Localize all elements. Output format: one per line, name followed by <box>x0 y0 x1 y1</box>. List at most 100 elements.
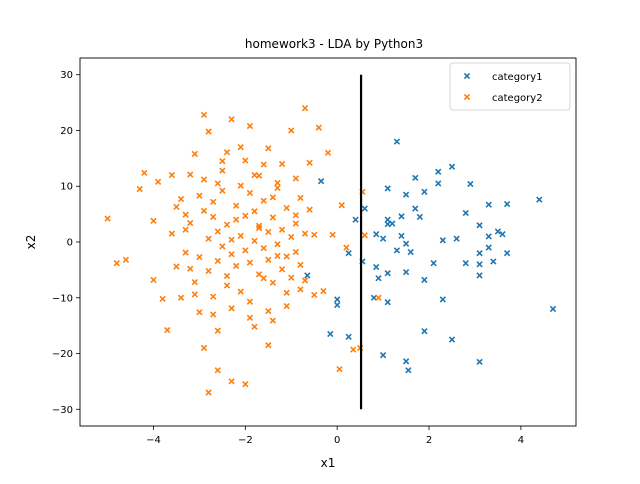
category2-point <box>168 171 176 179</box>
category1-point <box>334 301 341 309</box>
legend: category1 category2 <box>449 62 571 111</box>
category2-point <box>246 122 254 130</box>
x-axis-label: x1 <box>321 456 336 470</box>
category2-point <box>205 389 212 396</box>
category2-point <box>301 105 309 112</box>
category2-point <box>223 282 231 289</box>
category1-point <box>361 205 368 212</box>
category2-point <box>182 226 189 233</box>
category1-point <box>327 330 334 338</box>
chart-title: homework3 - LDA by Python3 <box>245 37 423 51</box>
category2-point <box>191 150 198 158</box>
category2-point <box>274 241 281 248</box>
category1-point <box>494 228 502 235</box>
legend-marker-category1 <box>463 72 471 80</box>
category1-point <box>421 276 428 284</box>
category2-point <box>237 288 244 295</box>
category1-point <box>393 138 401 145</box>
category2-point <box>200 111 208 119</box>
plot-area <box>104 74 557 410</box>
category2-point <box>269 279 277 286</box>
category1-point <box>352 216 359 223</box>
category2-point <box>154 178 162 185</box>
category2-point <box>320 287 327 295</box>
category2-point <box>278 160 286 168</box>
y-axis-label: x2 <box>24 235 38 250</box>
category1-point <box>375 275 382 282</box>
category1-point <box>503 200 511 208</box>
category2-point <box>350 346 357 353</box>
category2-point <box>205 128 212 135</box>
category2-point <box>205 235 212 242</box>
category2-point <box>251 323 258 330</box>
category1-point <box>384 299 391 306</box>
category2-point <box>324 149 332 156</box>
x-tick-label: 0 <box>334 435 340 446</box>
category1-point <box>402 191 410 198</box>
category2-point <box>297 261 304 269</box>
category1-point <box>402 358 410 365</box>
category2-point <box>265 341 272 349</box>
category1-point <box>317 178 325 185</box>
category2-point <box>214 327 221 334</box>
category1-point <box>476 261 483 268</box>
category2-point <box>150 276 157 284</box>
category2-point <box>196 253 203 261</box>
category2-point <box>260 161 267 168</box>
category2-point <box>237 232 244 240</box>
category1-point <box>476 249 483 257</box>
category2-point <box>315 124 322 131</box>
category1-point <box>462 260 469 267</box>
category1-point <box>379 352 387 359</box>
category1-point <box>405 367 412 374</box>
category2-point <box>113 260 120 267</box>
legend-label-category1: category1 <box>492 72 543 83</box>
category2-point <box>232 216 240 223</box>
category1-point <box>398 213 405 220</box>
category2-point <box>136 185 143 193</box>
category2-point <box>265 228 272 236</box>
series-category1 <box>304 138 557 374</box>
legend-box <box>449 62 571 111</box>
category2-point <box>311 231 318 238</box>
category2-point <box>283 289 290 296</box>
category2-point <box>283 253 290 260</box>
x-tick-label: 2 <box>426 435 432 446</box>
category2-point <box>265 256 272 264</box>
category2-point <box>292 248 300 256</box>
category2-point <box>159 295 166 303</box>
y-tick-label: 20 <box>60 126 73 137</box>
category2-point <box>228 378 235 385</box>
category2-point <box>228 116 235 123</box>
legend-label-category2: category2 <box>492 93 543 104</box>
category1-point <box>412 174 419 182</box>
category2-point <box>122 256 130 264</box>
category2-point <box>255 224 263 232</box>
category1-point <box>373 231 380 238</box>
category2-point <box>306 159 313 166</box>
category2-point <box>173 263 180 270</box>
category2-point <box>255 222 263 229</box>
category1-point <box>334 296 341 303</box>
category2-point <box>292 212 300 219</box>
category2-point <box>242 212 249 219</box>
legend-marker-category2 <box>463 93 471 101</box>
category1-point <box>384 270 391 277</box>
y-tick-label: 30 <box>60 70 73 81</box>
category2-point <box>228 305 235 312</box>
category2-point <box>219 167 226 174</box>
category2-point <box>306 206 313 213</box>
category2-point <box>223 149 231 156</box>
category2-point <box>200 344 208 352</box>
series-category2 <box>104 105 382 396</box>
category2-point <box>278 266 286 273</box>
x-tick-label: −4 <box>146 435 161 446</box>
category1-point <box>345 249 352 257</box>
category1-point <box>462 209 469 217</box>
y-tick-label: 0 <box>67 238 73 249</box>
category2-point <box>260 197 267 204</box>
category2-point <box>242 381 249 388</box>
category2-point <box>228 251 235 258</box>
